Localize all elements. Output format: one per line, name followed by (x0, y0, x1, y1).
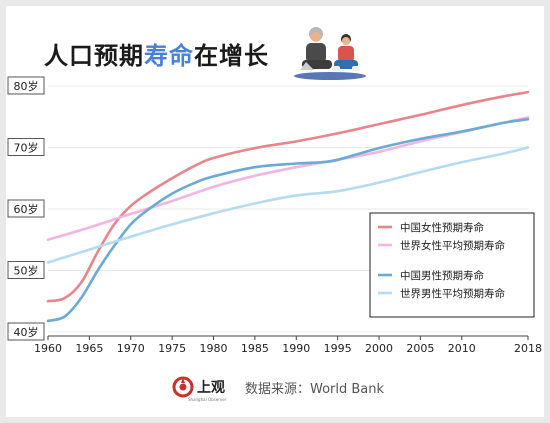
x-tick-label: 1975 (158, 342, 186, 355)
series-line-4 (46, 146, 530, 264)
y-tick-label: 60岁 (14, 202, 39, 216)
logo-subtext: Shanghai Observer (188, 397, 227, 402)
x-tick-label: 1995 (324, 342, 352, 355)
x-tick-label: 2010 (448, 342, 476, 355)
footer: 上观 Shanghai Observer 数据来源：World Bank (172, 373, 385, 402)
x-tick-label: 1990 (282, 342, 310, 355)
x-tick-label: 2018 (514, 342, 542, 355)
data-source: 数据来源：World Bank (245, 381, 385, 397)
series-line-1 (46, 90, 530, 303)
x-tick-label: 1960 (34, 342, 62, 355)
x-tick-label: 1985 (241, 342, 269, 355)
legend-box (369, 212, 535, 318)
title-main: 人口预期 (44, 42, 144, 70)
legend-label: 中国女性预期寿命 (400, 221, 484, 234)
logo-text: 上观 (197, 380, 225, 396)
y-tick-box (7, 76, 45, 95)
y-tick-label: 70岁 (14, 141, 39, 155)
y-tick-box (7, 138, 45, 156)
legend-label: 世界男性平均预期寿命 (400, 287, 505, 300)
x-tick-label: 1965 (75, 342, 103, 355)
title-highlight: 寿命 (144, 42, 194, 70)
title-end: 在增长 (194, 42, 269, 70)
y-tick-box (7, 199, 45, 218)
logo: 上观 Shanghai Observer (172, 376, 226, 402)
y-tick-label: 50岁 (14, 264, 39, 278)
y-tick-box (7, 322, 45, 341)
chart-title: 人口预期寿命在增长 (44, 36, 269, 71)
legend-label: 中国男性预期寿命 (400, 269, 484, 282)
x-tick-label: 1970 (117, 342, 145, 355)
x-tick-label: 1980 (200, 342, 228, 355)
series-line-3 (46, 117, 530, 323)
x-tick-label: 2000 (365, 342, 393, 355)
legend-label: 世界女性平均预期寿命 (400, 239, 505, 252)
line-chart: 40岁 50岁 60岁 70岁 80岁 1960 1965 1970 1975 1980 1985 1… (7, 76, 542, 355)
y-tick-label: 80岁 (14, 79, 39, 93)
y-tick-label: 40岁 (14, 325, 39, 339)
shanghai-observer-logo-icon (172, 376, 194, 398)
elderly-couple-illustration (294, 27, 366, 80)
x-tick-label: 2005 (406, 342, 434, 355)
y-tick-box (7, 261, 45, 279)
chart-card: 人口预期寿命在增长 40岁 50岁 60岁 70岁 80岁 1960 1965 1970 197… (6, 6, 544, 417)
